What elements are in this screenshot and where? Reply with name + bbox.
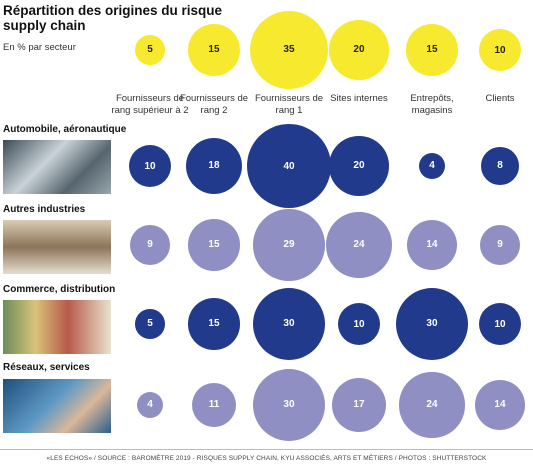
- bubble: 18: [185, 137, 243, 195]
- column-label: Fournisseurs de rang 2: [179, 93, 249, 116]
- value-label: 20: [353, 44, 365, 56]
- bubble: 14: [407, 220, 457, 270]
- bubble: 15: [188, 219, 240, 271]
- bubble: 10: [479, 303, 521, 345]
- bubble: 15: [406, 24, 458, 76]
- bubble: 10: [479, 29, 521, 71]
- bubble: 8: [481, 147, 519, 185]
- value-label: 15: [208, 239, 220, 251]
- value-label: 24: [426, 399, 438, 411]
- bubble: 11: [191, 382, 237, 428]
- value-label: 10: [353, 318, 365, 330]
- bubble: 30: [252, 287, 326, 361]
- bubble: 40: [247, 124, 331, 208]
- value-label: 15: [208, 318, 220, 330]
- photo: [3, 220, 111, 274]
- chart-title: Répartition des origines du risque suppl…: [3, 3, 223, 33]
- value-label: 4: [147, 399, 153, 411]
- value-label: 5: [147, 318, 153, 330]
- bubble: 20: [329, 20, 389, 80]
- value-label: 17: [353, 399, 365, 411]
- value-label: 14: [494, 399, 506, 411]
- column-label: Fournisseurs de rang supérieur à 2: [111, 93, 189, 116]
- value-label: 4: [429, 160, 435, 172]
- value-label: 15: [208, 44, 220, 56]
- value-label: 20: [353, 160, 365, 172]
- value-label: 29: [283, 239, 295, 251]
- chart-subtitle: En % par secteur: [3, 42, 76, 53]
- photo: [3, 300, 111, 354]
- value-label: 40: [283, 160, 295, 172]
- bubble: 30: [395, 287, 469, 361]
- value-label: 11: [208, 399, 220, 411]
- column-label: Sites internes: [330, 93, 388, 104]
- value-label: 30: [426, 318, 438, 330]
- bubble: 4: [418, 152, 446, 180]
- bubble: 20: [329, 136, 389, 196]
- value-label: 18: [208, 160, 220, 172]
- bubble: 10: [129, 145, 171, 187]
- value-label: 24: [353, 239, 365, 251]
- bubble: 17: [331, 377, 387, 433]
- bubble: 15: [188, 24, 240, 76]
- value-label: 35: [283, 44, 295, 56]
- value-label: 5: [147, 44, 153, 56]
- bubble: 29: [253, 209, 325, 281]
- value-label: 9: [147, 239, 153, 251]
- photo: [3, 140, 111, 194]
- column-label: Fournisseurs de rang 1: [254, 93, 324, 116]
- column-label: Clients: [485, 93, 515, 104]
- bubble: 24: [399, 372, 465, 438]
- bubble: 24: [326, 212, 392, 278]
- bubble: 10: [338, 303, 380, 345]
- bubble: 9: [130, 225, 170, 265]
- column-label: Entrepôts, magasins: [410, 93, 454, 116]
- bubble: 5: [135, 35, 165, 65]
- value-label: 30: [283, 399, 295, 411]
- row-label: Autres industries: [3, 204, 86, 215]
- value-label: 10: [144, 160, 156, 172]
- divider: [0, 449, 533, 450]
- bubble: 9: [480, 225, 520, 265]
- value-label: 9: [497, 239, 503, 251]
- bubble: 5: [135, 309, 165, 339]
- value-label: 10: [494, 44, 506, 56]
- row-label: Réseaux, services: [3, 362, 90, 373]
- value-label: 10: [494, 318, 506, 330]
- value-label: 30: [283, 318, 295, 330]
- bubble: 14: [475, 380, 525, 430]
- bubble: 30: [252, 368, 326, 442]
- value-label: 15: [426, 44, 438, 56]
- photo: [3, 379, 111, 433]
- value-label: 8: [497, 160, 503, 172]
- value-label: 14: [426, 239, 438, 251]
- row-label: Automobile, aéronautique: [3, 124, 127, 135]
- bubble: 15: [188, 298, 240, 350]
- bubble: 4: [136, 391, 164, 419]
- row-label: Commerce, distribution: [3, 284, 116, 295]
- source-note: «LES ECHOS» / SOURCE : BAROMÈTRE 2019 - …: [46, 455, 487, 462]
- bubble: 35: [249, 10, 329, 90]
